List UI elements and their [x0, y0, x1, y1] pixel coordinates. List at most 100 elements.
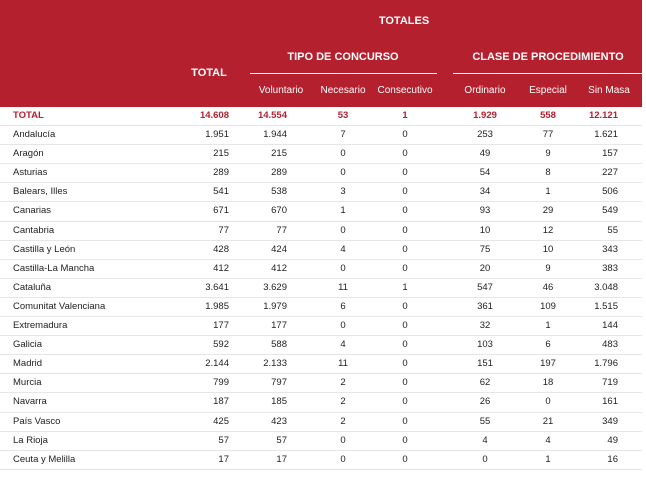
cell-voluntario: 289 — [271, 167, 287, 179]
header-necesario: Necesario — [320, 85, 366, 96]
cell-necesario: 1 — [340, 205, 346, 217]
cell-ordinario: 10 — [479, 224, 491, 236]
cell-consecutivo: 0 — [402, 262, 408, 274]
header-divider-clase — [453, 73, 642, 74]
cell-especial: 12 — [542, 224, 554, 236]
cell-ordinario: 361 — [477, 300, 493, 312]
cell-voluntario: 588 — [271, 339, 287, 351]
cell-sin-masa: 49 — [607, 434, 618, 446]
cell-especial: 9 — [545, 148, 551, 160]
cell-sin-masa: 1.515 — [594, 300, 618, 312]
cell-especial: 8 — [545, 167, 551, 179]
cell-especial: 9 — [545, 262, 551, 274]
cell-especial: 21 — [542, 415, 554, 427]
table-row: Castilla y León 428 424 4 0 75 10 343 — [0, 241, 642, 260]
header-ordinario: Ordinario — [464, 85, 506, 96]
cell-total: 425 — [213, 415, 229, 427]
row-label: Asturias — [13, 167, 48, 179]
cell-total: 2.144 — [205, 358, 229, 370]
cell-ordinario: 55 — [479, 415, 491, 427]
cell-voluntario: 423 — [271, 415, 287, 427]
cell-consecutivo: 0 — [402, 358, 408, 370]
cell-especial: 0 — [545, 396, 551, 408]
cell-consecutivo: 0 — [402, 129, 408, 141]
cell-necesario: 11 — [338, 281, 348, 293]
header-especial: Especial — [529, 85, 567, 96]
cell-total: 799 — [213, 377, 229, 389]
row-label: Aragón — [13, 148, 44, 160]
cell-ordinario: 253 — [477, 129, 493, 141]
cell-total: 592 — [213, 339, 229, 351]
cell-necesario: 2 — [340, 377, 346, 389]
row-label: Andalucía — [13, 129, 56, 141]
cell-necesario: 53 — [337, 110, 349, 121]
header-divider-tipo — [250, 73, 437, 74]
cell-total: 671 — [213, 205, 229, 217]
cell-necesario: 3 — [340, 186, 346, 198]
cell-necesario: 0 — [340, 453, 346, 465]
cell-sin-masa: 383 — [602, 262, 618, 274]
table-row: Asturias 289 289 0 0 54 8 227 — [0, 164, 642, 184]
table-row: Castilla-La Mancha 412 412 0 0 20 9 383 — [0, 260, 642, 279]
cell-sin-masa: 157 — [602, 148, 618, 160]
cell-voluntario: 538 — [271, 186, 287, 198]
cell-especial: 1 — [545, 453, 551, 465]
cell-voluntario: 57 — [276, 434, 287, 446]
table-row: Balears, Illes 541 538 3 0 34 1 506 — [0, 183, 642, 203]
row-label: TOTAL — [13, 110, 44, 121]
cell-especial: 197 — [540, 358, 556, 370]
cell-total: 215 — [213, 148, 229, 160]
row-label: Navarra — [13, 396, 47, 408]
cell-ordinario: 0 — [482, 453, 488, 465]
cell-consecutivo: 0 — [402, 320, 408, 332]
header-sin-masa: Sin Masa — [588, 85, 630, 96]
cell-especial: 29 — [542, 205, 554, 217]
row-label: Galicia — [13, 339, 43, 351]
cell-sin-masa: 227 — [602, 167, 618, 179]
cell-consecutivo: 1 — [402, 281, 408, 293]
cell-sin-masa: 1.621 — [594, 129, 618, 141]
cell-ordinario: 93 — [479, 205, 491, 217]
table-row: Aragón 215 215 0 0 49 9 157 — [0, 145, 642, 165]
table-row: Cataluña 3.641 3.629 11 1 547 46 3.048 — [0, 279, 642, 298]
cell-ordinario: 26 — [479, 396, 491, 408]
cell-total: 1.985 — [205, 300, 229, 312]
cell-voluntario: 185 — [271, 396, 287, 408]
cell-voluntario: 412 — [271, 262, 287, 274]
row-label: Canarias — [13, 205, 52, 217]
row-label: Cataluña — [13, 281, 52, 293]
cell-voluntario: 215 — [271, 148, 287, 160]
cell-ordinario: 151 — [477, 358, 493, 370]
cell-especial: 1 — [545, 186, 551, 198]
cell-consecutivo: 0 — [402, 453, 408, 465]
cell-ordinario: 34 — [479, 186, 491, 198]
cell-especial: 1 — [545, 320, 551, 332]
cell-necesario: 0 — [340, 224, 346, 236]
table-row: La Rioja 57 57 0 0 4 4 49 — [0, 432, 642, 451]
cell-sin-masa: 12.121 — [588, 110, 618, 121]
cell-total: 428 — [213, 243, 229, 255]
cell-voluntario: 14.554 — [257, 110, 287, 121]
cell-ordinario: 49 — [479, 148, 491, 160]
row-label: Balears, Illes — [13, 186, 68, 198]
cell-necesario: 0 — [340, 167, 346, 179]
table-row: Andalucía 1.951 1.944 7 0 253 77 1.621 — [0, 126, 642, 146]
header-totales: TOTALES — [378, 15, 430, 27]
header-total: TOTAL — [191, 67, 227, 79]
table-row: Madrid 2.144 2.133 11 0 151 197 1.796 — [0, 355, 642, 375]
row-label: Cantabria — [13, 224, 55, 236]
cell-especial: 18 — [542, 377, 554, 389]
cell-ordinario: 62 — [479, 377, 491, 389]
cell-sin-masa: 549 — [602, 205, 618, 217]
cell-sin-masa: 719 — [602, 377, 618, 389]
cell-ordinario: 20 — [479, 262, 491, 274]
cell-especial: 6 — [545, 339, 551, 351]
cell-consecutivo: 0 — [402, 205, 408, 217]
cell-necesario: 11 — [338, 358, 348, 370]
cell-total: 412 — [213, 262, 229, 274]
cell-voluntario: 1.979 — [263, 300, 287, 312]
cell-consecutivo: 0 — [402, 300, 408, 312]
cell-total: 14.608 — [199, 110, 229, 121]
row-label: Comunitat Valenciana — [13, 300, 106, 312]
